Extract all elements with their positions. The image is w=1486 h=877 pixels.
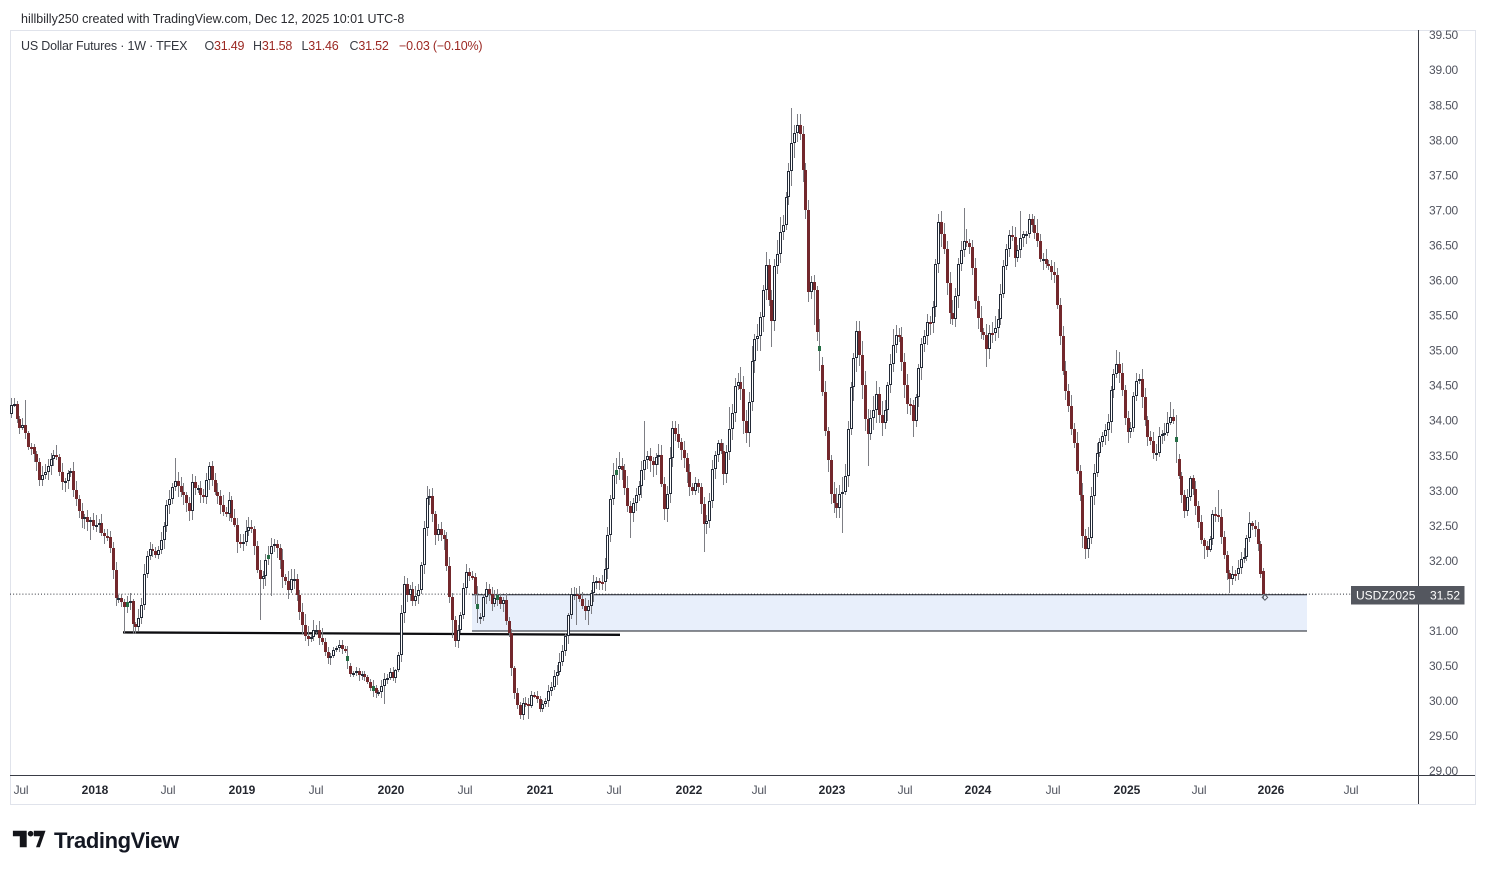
svg-text:2019: 2019 [229, 783, 256, 797]
svg-text:2025: 2025 [1114, 783, 1141, 797]
svg-text:30.00: 30.00 [1429, 694, 1459, 708]
svg-text:38.50: 38.50 [1429, 98, 1459, 112]
svg-text:35.00: 35.00 [1429, 344, 1459, 358]
svg-text:31.00: 31.00 [1429, 624, 1459, 638]
svg-text:Jul: Jul [458, 783, 473, 797]
svg-text:29.00: 29.00 [1429, 764, 1459, 778]
svg-text:C31.52: C31.52 [350, 39, 389, 53]
svg-text:39.00: 39.00 [1429, 63, 1459, 77]
svg-text:Jul: Jul [1344, 783, 1359, 797]
svg-text:Jul: Jul [1046, 783, 1061, 797]
svg-text:Jul: Jul [309, 783, 324, 797]
svg-text:36.50: 36.50 [1429, 239, 1459, 253]
svg-text:2020: 2020 [378, 783, 405, 797]
svg-text:Jul: Jul [607, 783, 622, 797]
svg-text:H31.58: H31.58 [253, 39, 292, 53]
svg-text:Jul: Jul [161, 783, 176, 797]
svg-text:2026: 2026 [1258, 783, 1285, 797]
svg-text:hillbilly250 created with Trad: hillbilly250 created with TradingView.co… [21, 12, 404, 26]
svg-text:2024: 2024 [965, 783, 992, 797]
svg-text:L31.46: L31.46 [302, 39, 339, 53]
svg-text:36.00: 36.00 [1429, 274, 1459, 288]
svg-text:US Dollar Futures · 1W · TFEX: US Dollar Futures · 1W · TFEX [21, 39, 188, 53]
svg-text:−0.03 (−0.10%): −0.03 (−0.10%) [399, 39, 482, 53]
svg-text:TradingView: TradingView [54, 828, 180, 853]
svg-text:2018: 2018 [82, 783, 109, 797]
svg-text:30.50: 30.50 [1429, 659, 1459, 673]
svg-text:32.00: 32.00 [1429, 554, 1459, 568]
svg-text:33.50: 33.50 [1429, 449, 1459, 463]
svg-text:2023: 2023 [819, 783, 846, 797]
svg-text:33.00: 33.00 [1429, 484, 1459, 498]
svg-text:35.50: 35.50 [1429, 309, 1459, 323]
svg-text:Jul: Jul [14, 783, 29, 797]
svg-text:Jul: Jul [1192, 783, 1207, 797]
svg-text:2021: 2021 [527, 783, 554, 797]
svg-text:34.50: 34.50 [1429, 379, 1459, 393]
svg-text:2022: 2022 [676, 783, 703, 797]
svg-text:Jul: Jul [898, 783, 913, 797]
svg-text:39.50: 39.50 [1429, 28, 1459, 42]
svg-text:34.00: 34.00 [1429, 414, 1459, 428]
svg-text:USDZ2025: USDZ2025 [1356, 589, 1416, 603]
svg-text:38.00: 38.00 [1429, 133, 1459, 147]
svg-text:31.52: 31.52 [1430, 589, 1460, 603]
svg-text:29.50: 29.50 [1429, 729, 1459, 743]
svg-text:O31.49: O31.49 [205, 39, 245, 53]
svg-text:37.00: 37.00 [1429, 203, 1459, 217]
svg-text:32.50: 32.50 [1429, 519, 1459, 533]
svg-text:37.50: 37.50 [1429, 168, 1459, 182]
svg-text:Jul: Jul [752, 783, 767, 797]
